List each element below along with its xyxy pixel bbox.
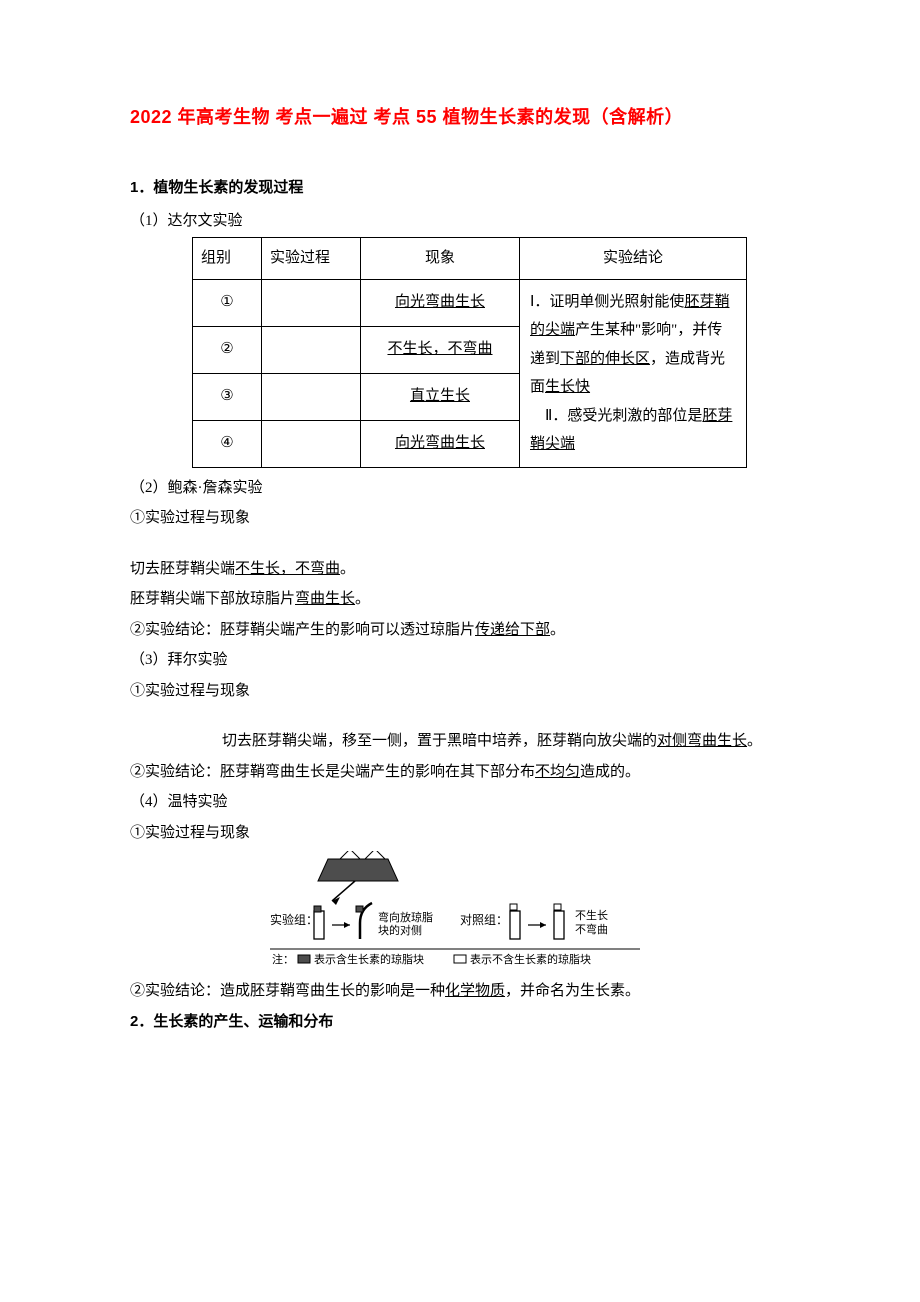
cell-phen-4: 向光弯曲生长 xyxy=(361,420,520,467)
paal-step2: ②实验结论：胚芽鞘弯曲生长是尖端产生的影响在其下部分布不均匀造成的。 xyxy=(130,758,800,787)
table-header-row: 组别 实验过程 现象 实验结论 xyxy=(193,238,747,280)
cell-id-4: ④ xyxy=(193,420,262,467)
cell-proc-4 xyxy=(262,420,361,467)
cell-conclusion: Ⅰ．证明单侧光照射能使胚芽鞘的尖端产生某种"影响"，并传递到下部的伸长区，造成背… xyxy=(520,279,747,467)
fig-ctrl-desc1: 不生长 xyxy=(575,908,608,922)
darwin-label: （1）达尔文实验 xyxy=(130,207,800,236)
boysen-label: （2）鲍森·詹森实验 xyxy=(130,474,800,503)
section-2-heading: 2．生长素的产生、运输和分布 xyxy=(130,1008,800,1037)
phen-4-text: 向光弯曲生长 xyxy=(395,435,485,451)
boysen-s2-post: 。 xyxy=(550,622,565,638)
concl-p1a: Ⅰ．证明单侧光照射能使 xyxy=(530,294,684,310)
cell-proc-2 xyxy=(262,326,361,373)
section-2-text: ．生长素的产生、运输和分布 xyxy=(138,1013,333,1030)
boysen-a-pre: 切去胚芽鞘尖端 xyxy=(130,561,235,577)
paal-s2-post: 造成的。 xyxy=(580,764,640,780)
boysen-b-post: 。 xyxy=(355,591,370,607)
concl-p1f: 生长快 xyxy=(545,379,590,395)
boysen-b-u: 弯曲生长 xyxy=(295,591,355,607)
section-1-text: ．植物生长素的发现过程 xyxy=(138,179,303,196)
boysen-a-post: 。 xyxy=(340,561,355,577)
fig-ctrl-desc2: 不弯曲 xyxy=(575,922,608,936)
cell-proc-1 xyxy=(262,279,361,326)
fig-ctrl-label: 对照组： xyxy=(460,913,508,927)
paal-u: 对侧弯曲生长 xyxy=(657,733,747,749)
boysen-b-pre: 胚芽鞘尖端下部放琼脂片 xyxy=(130,591,295,607)
boysen-step1: ①实验过程与现象 xyxy=(130,504,800,533)
boysen-s2-pre: ②实验结论：胚芽鞘尖端产生的影响可以透过琼脂片 xyxy=(130,622,475,638)
concl-p1d: 下部的伸长区 xyxy=(560,351,650,367)
cell-id-1: ① xyxy=(193,279,262,326)
fig-note-b: 表示不含生长素的琼脂块 xyxy=(470,952,591,966)
th-process: 实验过程 xyxy=(262,238,361,280)
boysen-step2: ②实验结论：胚芽鞘尖端产生的影响可以透过琼脂片传递给下部。 xyxy=(130,616,800,645)
fig-exp-desc1: 弯向放琼脂 xyxy=(378,910,433,924)
went-figure: 实验组： 弯向放琼脂 块的对侧 对照组： 不生长 不弯曲 注： xyxy=(270,851,800,971)
paal-pre: 切去胚芽鞘尖端，移至一侧，置于黑暗中培养，胚芽鞘向放尖端的 xyxy=(222,733,657,749)
fig-note-a: 表示含生长素的琼脂块 xyxy=(314,952,424,966)
paal-line: 切去胚芽鞘尖端，移至一侧，置于黑暗中培养，胚芽鞘向放尖端的对侧弯曲生长。 xyxy=(192,727,800,756)
concl-p2a: Ⅱ．感受光刺激的部位是 xyxy=(545,408,702,424)
went-s2-u: 化学物质 xyxy=(445,983,505,999)
cell-phen-2: 不生长，不弯曲 xyxy=(361,326,520,373)
th-conclusion: 实验结论 xyxy=(520,238,747,280)
phen-2-text: 不生长，不弯曲 xyxy=(387,341,492,357)
paal-label: （3）拜尔实验 xyxy=(130,646,800,675)
went-label: （4）温特实验 xyxy=(130,788,800,817)
boysen-line-a: 切去胚芽鞘尖端不生长，不弯曲。 xyxy=(130,555,800,584)
th-group: 组别 xyxy=(193,238,262,280)
cell-phen-1: 向光弯曲生长 xyxy=(361,279,520,326)
fig-exp-desc2: 块的对侧 xyxy=(378,923,422,937)
table-row: ① 向光弯曲生长 Ⅰ．证明单侧光照射能使胚芽鞘的尖端产生某种"影响"，并传递到下… xyxy=(193,279,747,326)
paal-s2-pre: ②实验结论：胚芽鞘弯曲生长是尖端产生的影响在其下部分布 xyxy=(130,764,535,780)
fig-exp-label: 实验组： xyxy=(270,912,318,927)
boysen-a-u: 不生长，不弯曲 xyxy=(235,561,340,577)
went-s2-pre: ②实验结论：造成胚芽鞘弯曲生长的影响是一种 xyxy=(130,983,445,999)
cell-proc-3 xyxy=(262,373,361,420)
phen-1-text: 向光弯曲生长 xyxy=(395,294,485,310)
boysen-line-b: 胚芽鞘尖端下部放琼脂片弯曲生长。 xyxy=(130,585,800,614)
went-s2-post: ，并命名为生长素。 xyxy=(505,983,640,999)
th-phenomenon: 现象 xyxy=(361,238,520,280)
darwin-table: 组别 实验过程 现象 实验结论 ① 向光弯曲生长 Ⅰ．证明单侧光照射能使胚芽鞘的… xyxy=(192,237,747,468)
fig-note-pre: 注： xyxy=(272,952,294,966)
cell-id-3: ③ xyxy=(193,373,262,420)
boysen-s2-u: 传递给下部 xyxy=(475,622,550,638)
cell-phen-3: 直立生长 xyxy=(361,373,520,420)
went-step1: ①实验过程与现象 xyxy=(130,819,800,848)
went-step2: ②实验结论：造成胚芽鞘弯曲生长的影响是一种化学物质，并命名为生长素。 xyxy=(130,977,800,1006)
document-title: 2022 年高考生物 考点一遍过 考点 55 植物生长素的发现（含解析） xyxy=(130,100,800,134)
paal-s2-u: 不均匀 xyxy=(535,764,580,780)
went-diagram-svg: 实验组： 弯向放琼脂 块的对侧 对照组： 不生长 不弯曲 注： xyxy=(270,851,640,971)
section-1-heading: 1．植物生长素的发现过程 xyxy=(130,174,800,203)
phen-3-text: 直立生长 xyxy=(410,388,470,404)
paal-post: 。 xyxy=(747,733,762,749)
cell-id-2: ② xyxy=(193,326,262,373)
paal-step1: ①实验过程与现象 xyxy=(130,677,800,706)
